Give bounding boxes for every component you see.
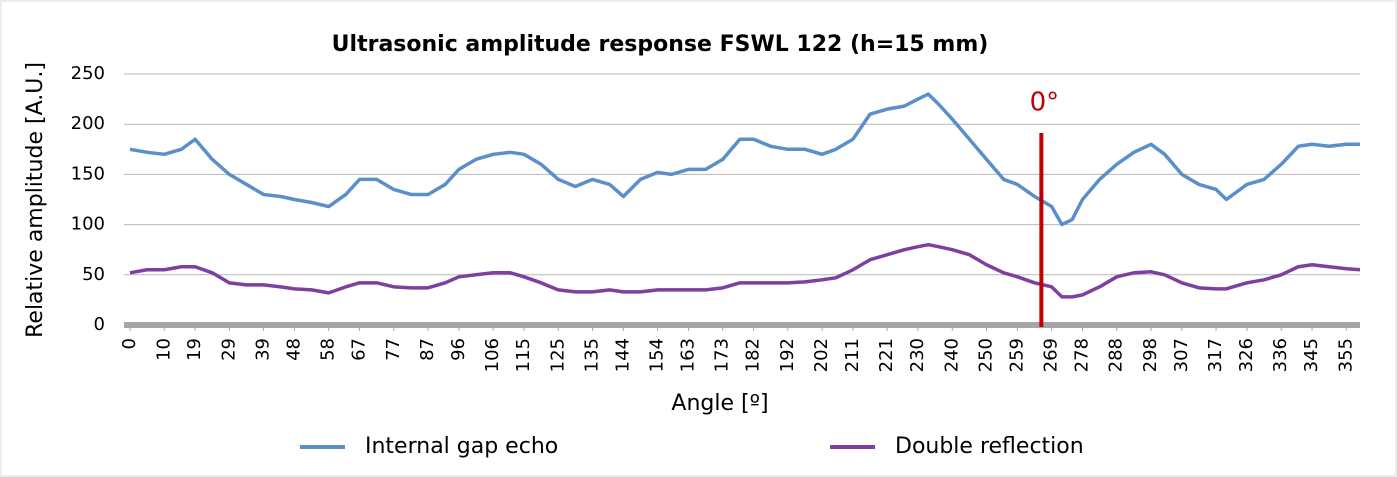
y-tick-label: 200 [71,113,105,134]
x-tick-label: 326 [1236,338,1257,372]
x-tick-label: 336 [1270,338,1291,372]
x-tick-label: 106 [482,338,503,372]
y-tick-label: 150 [71,163,105,184]
x-tick-label: 29 [218,338,239,361]
x-tick-label: 67 [349,338,370,361]
x-tick-label: 298 [1140,338,1161,372]
x-tick-label: 96 [448,338,469,361]
x-tick-label: 278 [1071,338,1092,372]
x-tick-label: 230 [907,338,928,372]
y-tick-label: 50 [82,264,105,285]
y-tick-label: 100 [71,214,105,235]
legend-label: Internal gap echo [365,434,558,459]
x-tick-label: 269 [1041,338,1062,372]
x-tick-label: 154 [647,338,668,372]
x-tick-label: 48 [283,338,304,361]
x-tick-label: 0 [119,338,140,349]
x-tick-label: 173 [712,338,733,372]
x-tick-label: 77 [383,338,404,361]
y-tick-label: 0 [94,314,105,335]
x-tick-label: 192 [777,338,798,372]
y-axis-title: Relative amplitude [A.U.] [23,62,48,338]
legend-label: Double reflection [895,434,1084,459]
x-tick-label: 250 [976,338,997,372]
y-tick-label: 250 [71,63,105,84]
x-tick-label: 144 [612,338,633,372]
x-tick-label: 240 [941,338,962,372]
x-tick-label: 135 [582,338,603,372]
x-tick-label: 182 [743,338,764,372]
x-tick-label: 259 [1006,338,1027,372]
data-line [129,92,1360,227]
x-axis-title: Angle [º] [671,391,768,416]
x-tick-label: 202 [811,338,832,372]
x-tick-label: 355 [1335,338,1356,372]
x-tick-label: 125 [547,338,568,372]
x-tick-label: 10 [153,338,174,361]
x-tick-label: 19 [184,338,205,361]
x-tick-label: 39 [253,338,274,361]
x-tick-label: 345 [1301,338,1322,372]
x-tick-label: 87 [417,338,438,361]
x-tick-label: 317 [1205,338,1226,372]
x-tick-label: 288 [1106,338,1127,372]
annotation-label: 0° [1030,88,1060,118]
chart-title: Ultrasonic amplitude response FSWL 122 (… [332,32,989,57]
x-tick-label: 221 [876,338,897,372]
data-line [129,242,1361,299]
x-tick-label: 115 [513,338,534,372]
x-tick-label: 211 [842,338,863,372]
x-tick-label: 163 [677,338,698,372]
x-tick-label: 307 [1171,338,1192,372]
x-tick-label: 58 [318,338,339,361]
